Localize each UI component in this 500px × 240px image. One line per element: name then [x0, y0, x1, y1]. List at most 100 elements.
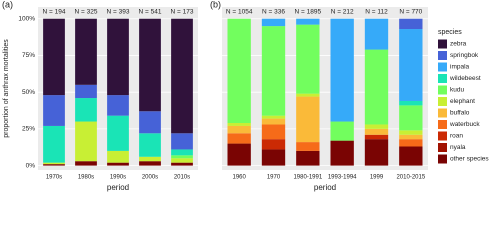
annotation: N = 541: [139, 9, 162, 16]
x-tick-label: 1993-1994: [328, 175, 357, 181]
bar-segment: [43, 125, 65, 163]
bar-segment: [227, 133, 251, 144]
bar-segment: [364, 134, 389, 140]
bar-segment: [296, 150, 320, 166]
bar-segment: [330, 18, 354, 122]
bar-segment: [171, 149, 193, 156]
bar-segment: [107, 115, 129, 151]
legend-label: buffalo: [450, 110, 470, 117]
bar-segment: [364, 18, 389, 50]
legend-title: species: [438, 29, 462, 36]
legend-label: roan: [450, 133, 463, 140]
bar-segment: [399, 29, 423, 101]
legend-swatch: [438, 74, 447, 83]
bar-segment: [75, 84, 97, 99]
bar-segment: [107, 162, 129, 166]
legend-label: wildebeest: [449, 75, 481, 82]
bar-segment: [171, 162, 193, 166]
legend-swatch: [438, 120, 447, 129]
bar-segment: [261, 124, 286, 140]
x-tick-label: 2010s: [174, 175, 190, 181]
bar-segment: [364, 124, 389, 129]
legend-label: other species: [450, 156, 489, 163]
bar-segment: [227, 18, 251, 124]
annotation: N = 1895: [295, 9, 322, 16]
bar-segment: [43, 162, 65, 165]
annotation: N = 212: [331, 9, 354, 16]
bar-segment: [43, 95, 65, 126]
bar-segment: [75, 18, 97, 85]
panel-label: (a): [2, 0, 13, 9]
bar-segment: [399, 146, 423, 166]
bar-segment: [171, 158, 193, 163]
bar-segment: [261, 115, 286, 119]
annotation: N = 112: [365, 9, 388, 16]
bar-segment: [296, 24, 320, 94]
legend-label: waterbuck: [449, 121, 480, 128]
y-tick-label: 75%: [22, 52, 35, 59]
annotation: N = 194: [43, 9, 66, 16]
bar-segment: [399, 100, 423, 106]
y-axis-label: proportion of anthrax mortalities: [3, 39, 10, 138]
legend-swatch: [438, 39, 447, 49]
x-tick-label: 1980s: [78, 175, 94, 181]
bar-segment: [261, 26, 286, 116]
x-tick-label: 1970: [267, 175, 281, 181]
annotation: N = 770: [399, 9, 422, 16]
bar-segment: [139, 111, 161, 134]
bar-segment: [364, 139, 389, 166]
bar-segment: [399, 18, 423, 30]
y-tick-label: 25%: [22, 126, 35, 133]
x-tick-label: 2010-2015: [396, 175, 425, 181]
bar-segment: [139, 133, 161, 157]
bar-segment: [261, 139, 286, 150]
legend-label: elephant: [450, 98, 475, 105]
legend-swatch: [438, 51, 447, 60]
legend-label: nyala: [450, 144, 466, 151]
annotation: N = 325: [75, 9, 98, 16]
x-axis-label: period: [107, 183, 129, 192]
legend-label: kudu: [450, 87, 464, 94]
annotation: N = 336: [262, 9, 285, 16]
legend-label: springbok: [450, 52, 479, 59]
panel-label: (b): [210, 0, 221, 9]
legend-swatch: [438, 143, 447, 152]
legend-swatch: [438, 97, 447, 106]
x-tick-label: 1960: [232, 175, 246, 181]
annotation: N = 1054: [226, 9, 253, 16]
legend-swatch: [438, 62, 447, 72]
bar-segment: [399, 134, 423, 140]
bar-segment: [139, 161, 161, 166]
bar-segment: [75, 98, 97, 122]
bar-segment: [171, 155, 193, 159]
legend-label: impala: [450, 64, 470, 71]
x-tick-label: 1980-1991: [293, 175, 322, 181]
x-axis-label: period: [314, 183, 336, 192]
bar-segment: [107, 150, 129, 163]
panel-background: [222, 7, 428, 170]
bar-segment: [261, 149, 286, 166]
bar-segment: [43, 164, 65, 166]
x-tick-label: 1990s: [110, 175, 126, 181]
x-tick-label: 1999: [370, 175, 384, 181]
bar-segment: [399, 139, 423, 147]
annotation: N = 173: [171, 9, 194, 16]
y-tick-label: 100%: [18, 15, 35, 22]
bar-segment: [227, 125, 251, 134]
bar-segment: [364, 49, 389, 125]
chart: (a) 0% 25% 50% 75% 100% proportion of anthrax …: [2, 0, 489, 192]
bar-segment: [107, 95, 129, 116]
annotation: N = 393: [107, 9, 130, 16]
bar-segment: [261, 118, 286, 125]
bar-segment: [139, 18, 161, 112]
bar-segment: [107, 18, 129, 96]
bar-segment: [296, 142, 320, 151]
y-tick-label: 0%: [26, 162, 36, 169]
bar-segment: [139, 156, 161, 162]
bar-segment: [171, 18, 193, 134]
bar-segment: [227, 143, 251, 166]
x-tick-label: 2000s: [142, 175, 158, 181]
bar-segment: [296, 18, 320, 25]
bar-segment: [75, 121, 97, 162]
bar-segment: [399, 105, 423, 131]
